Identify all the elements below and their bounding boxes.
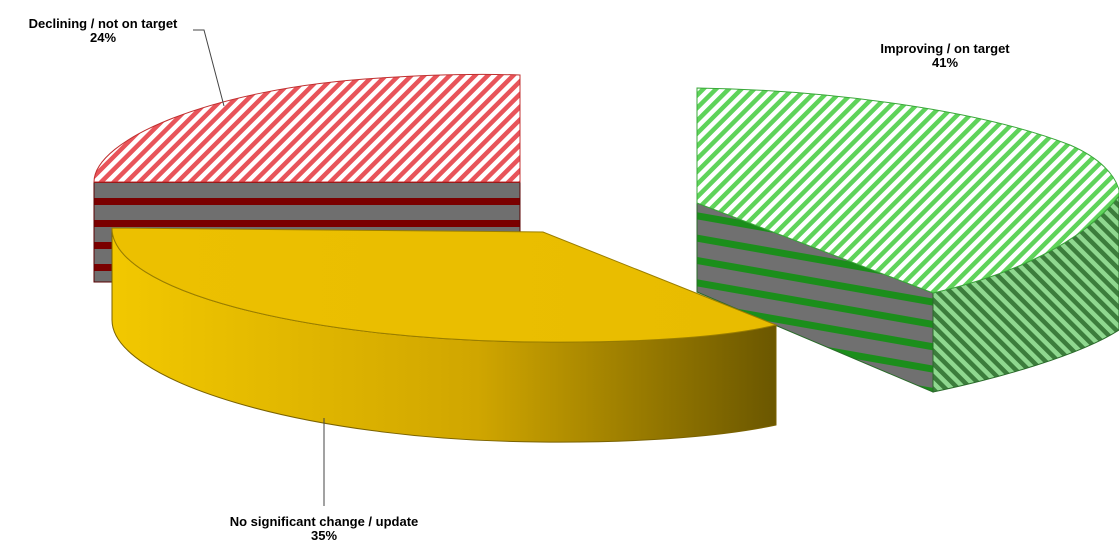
label-improving-name: Improving / on target xyxy=(880,41,1010,56)
leader-line-declining xyxy=(193,29,225,107)
slice-improving-top xyxy=(696,87,1119,294)
slice-no-change-top xyxy=(111,227,778,343)
label-no-change-percent: 35% xyxy=(310,528,338,543)
slice-declining-top xyxy=(93,73,521,183)
label-declining-name: Declining / not on target xyxy=(28,16,178,31)
slice-no-change[interactable] xyxy=(111,227,778,443)
label-improving: Improving / on target 41% xyxy=(840,42,1050,70)
slice-improving[interactable] xyxy=(696,87,1119,393)
label-no-change-name: No significant change / update xyxy=(229,514,419,529)
label-declining: Declining / not on target 24% xyxy=(5,17,201,45)
label-no-change: No significant change / update 35% xyxy=(174,515,474,543)
label-improving-percent: 41% xyxy=(931,55,959,70)
label-declining-percent: 24% xyxy=(89,30,117,45)
leader-lines xyxy=(193,29,325,506)
